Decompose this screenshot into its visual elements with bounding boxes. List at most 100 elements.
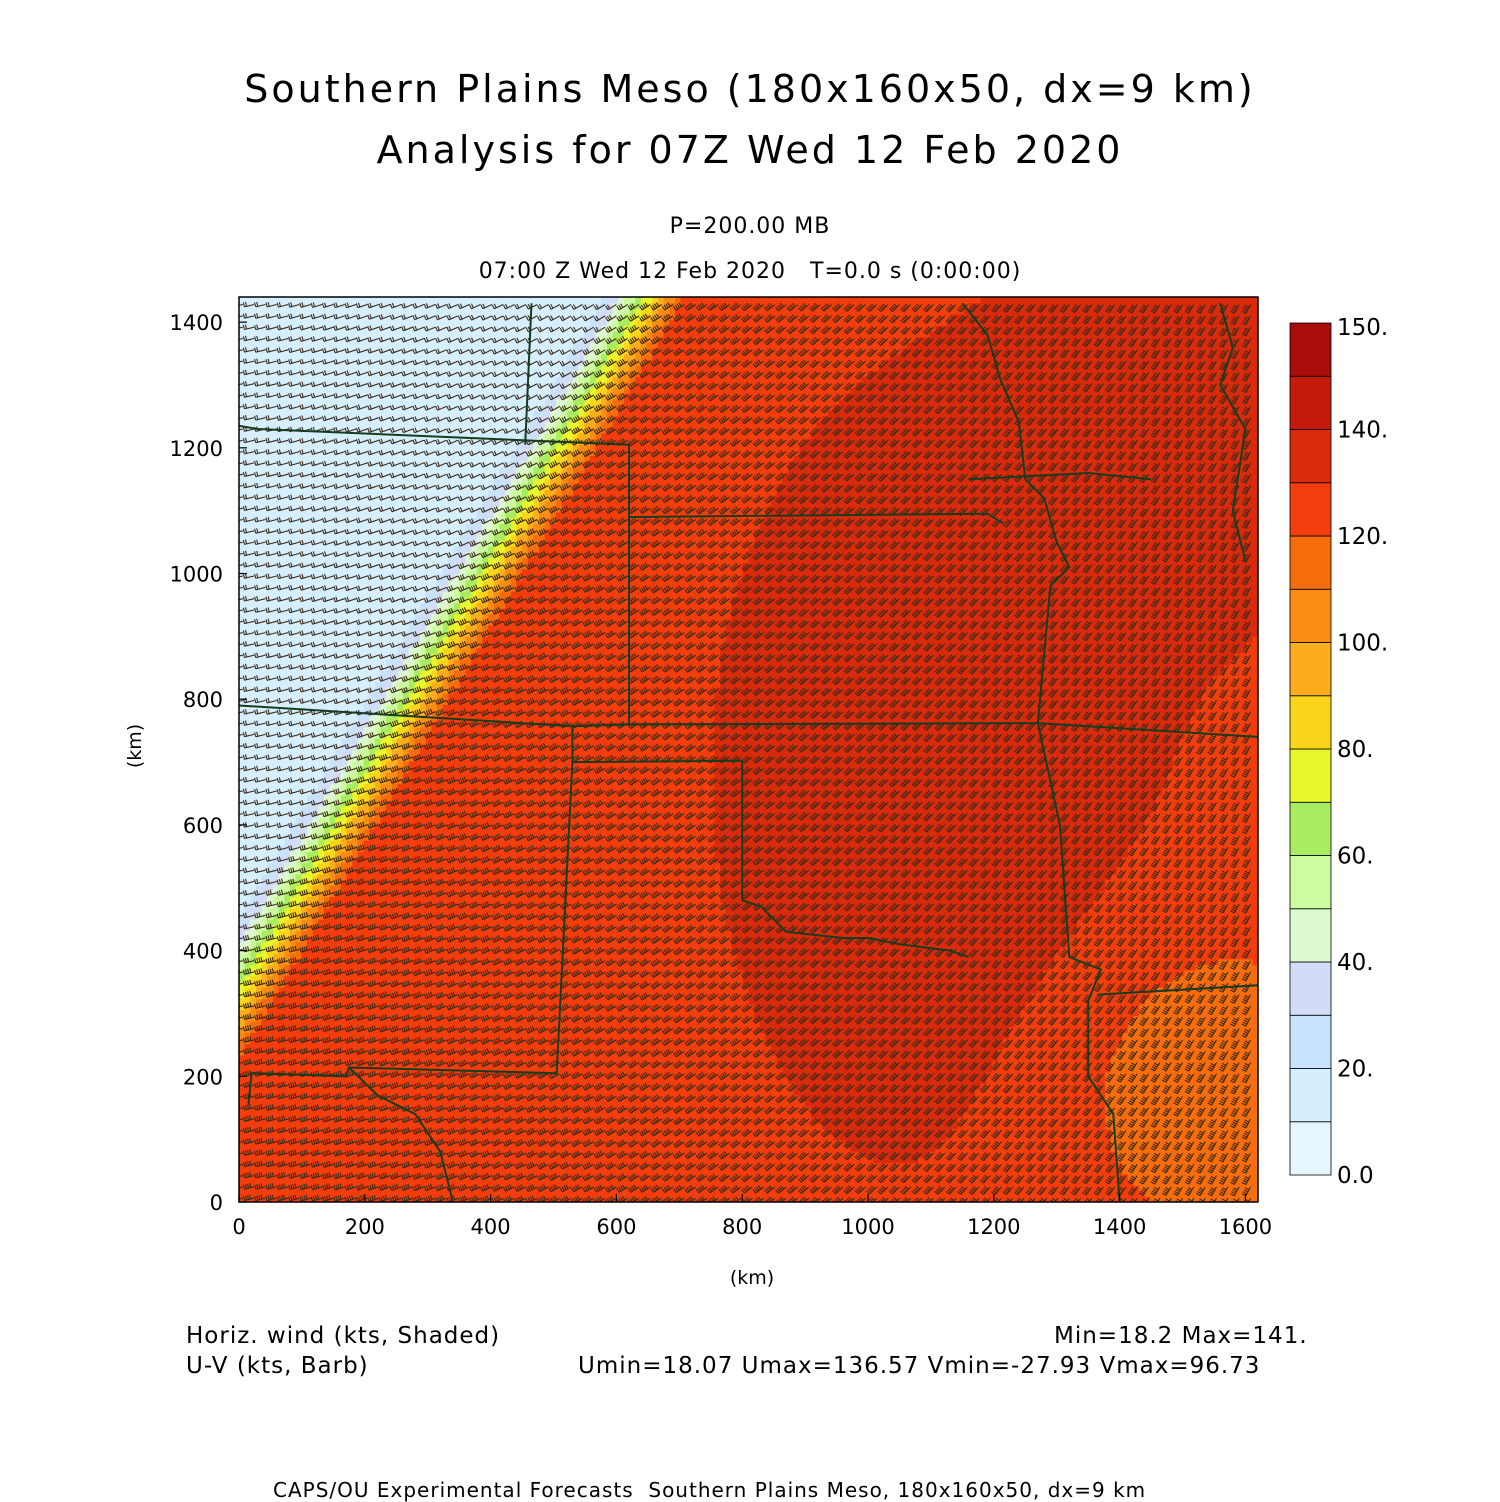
field-cell [250,523,256,529]
field-cell [364,953,370,959]
field-cell [284,535,290,541]
field-cell [262,388,268,394]
field-cell [284,342,290,348]
field-cell [313,388,319,394]
field-cell [284,365,290,371]
field-cell [262,942,268,948]
field-cell [262,670,268,676]
field-cell [307,750,313,756]
field-cell [250,625,256,631]
field-cell [364,546,370,552]
field-cell [375,750,381,756]
field-cell [318,512,324,518]
field-cell [318,410,324,416]
field-cell [284,478,290,484]
field-cell [296,354,302,360]
field-cell [318,738,324,744]
field-cell [273,297,279,303]
field-cell [352,614,358,620]
field-cell [375,1191,381,1197]
field-cell [307,682,313,688]
field-cell [341,1191,347,1197]
field-cell [364,659,370,665]
field-cell [239,908,245,914]
field-cell [273,783,279,789]
field-cell [375,727,381,733]
field-cell [284,546,290,552]
field-cell [352,1078,358,1084]
field-cell [273,331,279,337]
field-cell [307,546,313,552]
field-cell [284,444,290,450]
field-cell [307,478,313,484]
field-cell [369,557,375,563]
field-cell [273,1010,279,1016]
field-cell [347,410,353,416]
field-cell [341,851,347,857]
field-cell [284,942,290,948]
field-cell [262,919,268,925]
field-cell [273,523,279,529]
field-cell [313,421,319,427]
field-cell [335,659,341,665]
field-cell [296,591,302,597]
field-cell [318,1145,324,1151]
field-cell [307,919,313,925]
field-cell [284,569,290,575]
field-cell [341,523,347,529]
field-cell [364,874,370,880]
field-cell [307,670,313,676]
field-cell [296,750,302,756]
field-cell [307,580,313,586]
field-cell [262,885,268,891]
field-cell [273,421,279,427]
field-cell [273,874,279,880]
field-cell [352,897,358,903]
field-cell [250,399,256,405]
field-cell [307,693,313,699]
field-cell [347,444,353,450]
field-cell [273,931,279,937]
field-cell [307,1123,313,1129]
field-cell [262,308,268,314]
field-cell [347,636,353,642]
field-cell [273,501,279,507]
field-cell [273,1168,279,1174]
field-cell [250,444,256,450]
field-cell [313,693,319,699]
field-cell [284,806,290,812]
field-cell [239,1100,245,1106]
field-cell [364,897,370,903]
field-cell [352,546,358,552]
field-cell [358,704,364,710]
field-cell [318,693,324,699]
field-cell [347,716,353,722]
field-cell [375,897,381,903]
field-cell [375,297,381,303]
field-cell [330,1168,336,1174]
field-cell [341,1100,347,1106]
field-cell [358,636,364,642]
field-cell [262,297,268,303]
field-cell [352,761,358,767]
field-cell [375,365,381,371]
field-cell [347,614,353,620]
field-cell [273,365,279,371]
field-cell [250,1066,256,1072]
field-cell [239,716,245,722]
field-cell [341,670,347,676]
field-cell [250,569,256,575]
field-cell [250,308,256,314]
field-cell [262,331,268,337]
field-cell [273,817,279,823]
field-cell [284,851,290,857]
field-cell [335,410,341,416]
field-cell [273,467,279,473]
field-cell [262,1112,268,1118]
field-cell [375,1100,381,1106]
field-cell [273,489,279,495]
field-cell [250,863,256,869]
field-cell [330,1157,336,1163]
field-cell [352,444,358,450]
field-cell [239,738,245,744]
